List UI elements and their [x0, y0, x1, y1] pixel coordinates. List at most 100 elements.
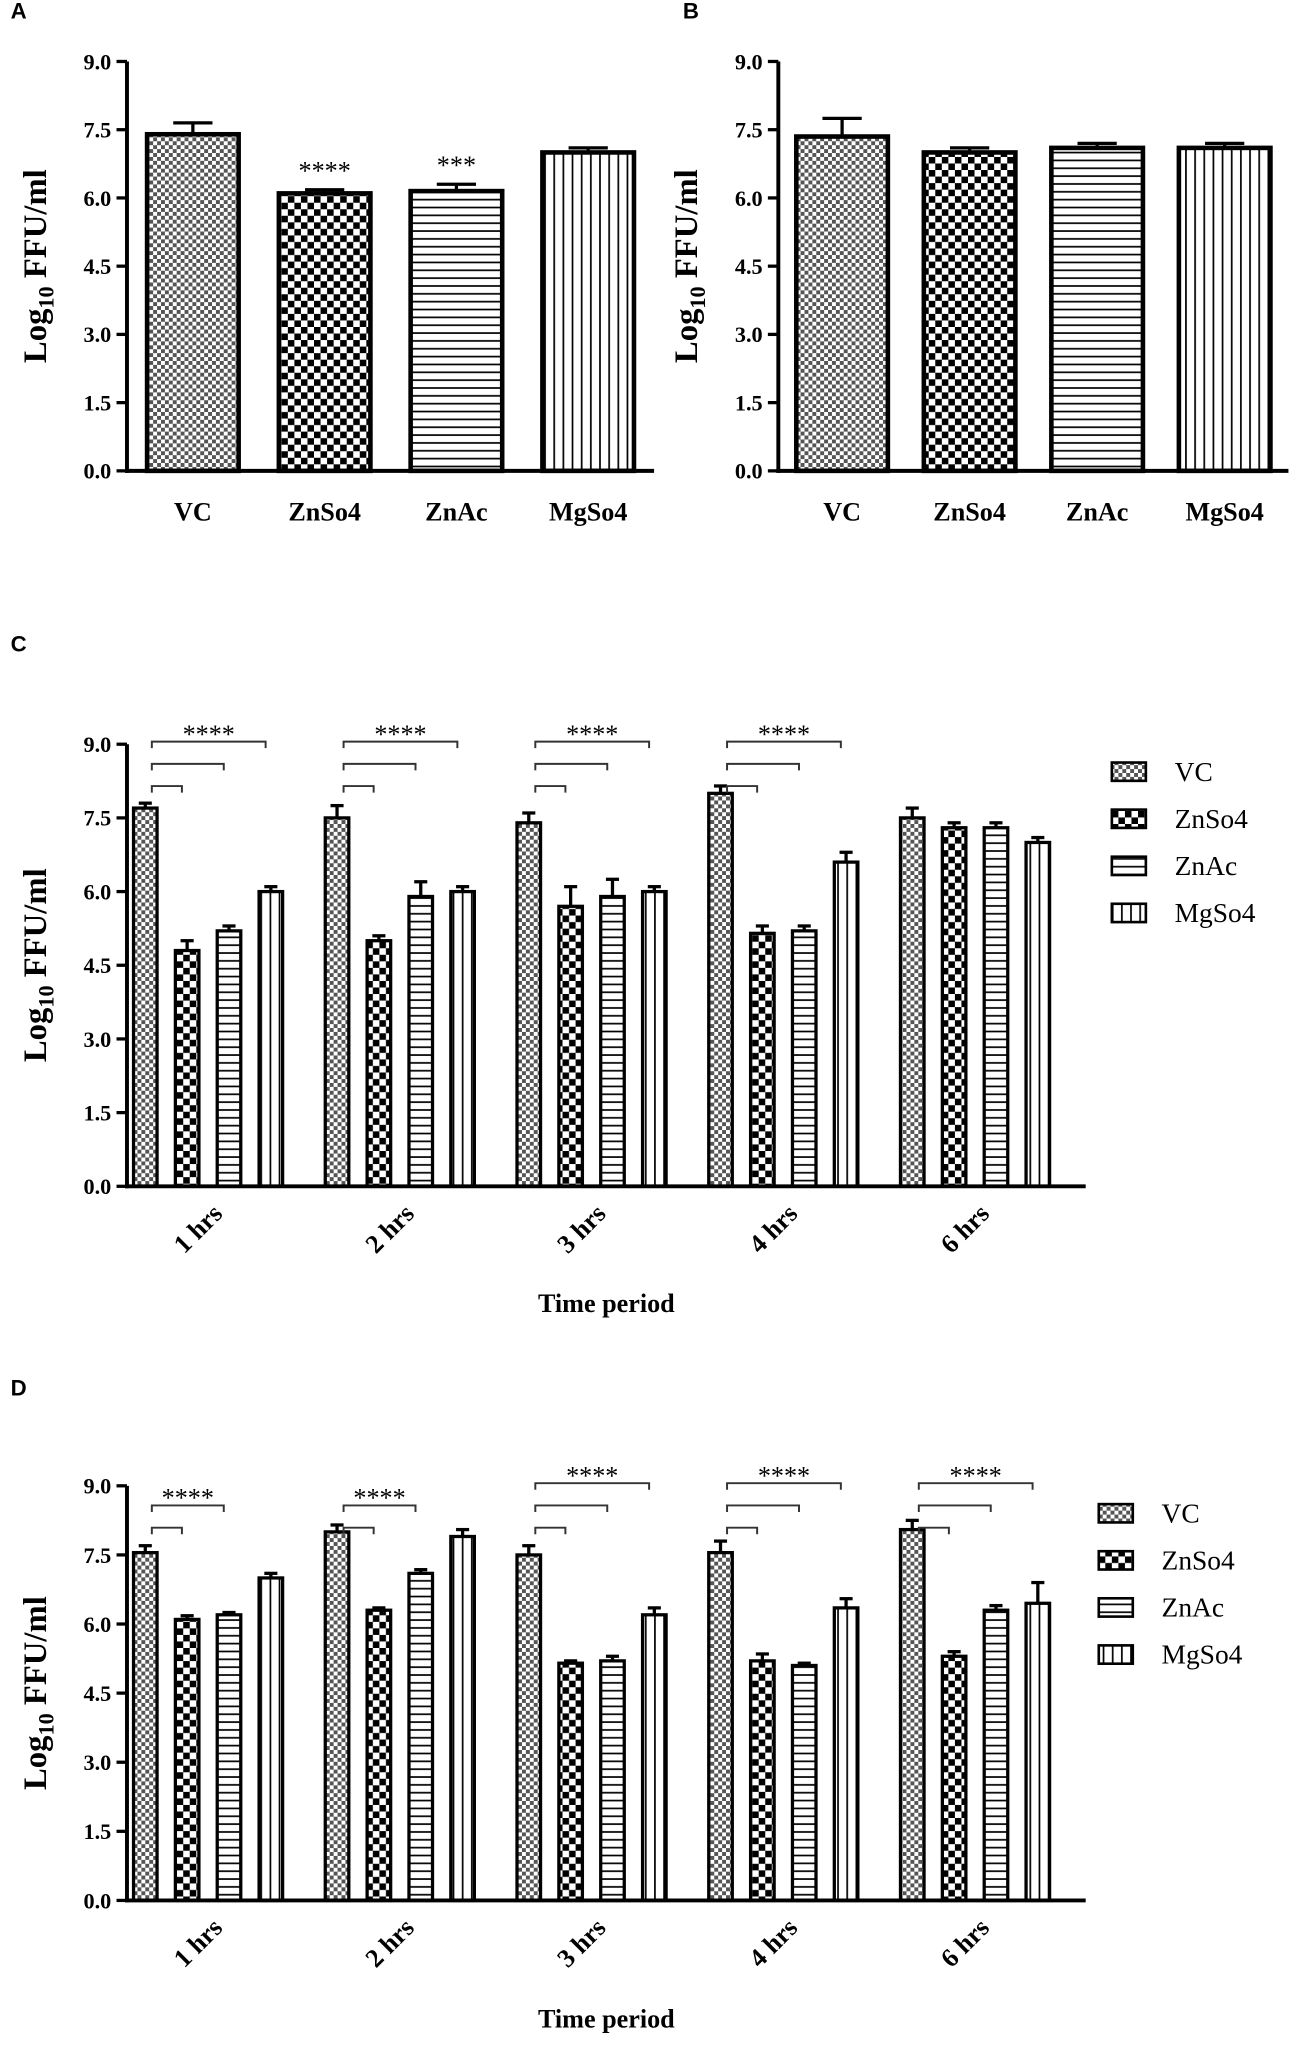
- bar: [173, 1617, 201, 1903]
- bar: [449, 1534, 477, 1903]
- y-axis-label-part: Log: [18, 1007, 54, 1062]
- y-tick-label: 7.5: [84, 118, 112, 143]
- y-axis-label-part: FFU/ml: [18, 169, 54, 286]
- y-tick-label: 7.5: [84, 1543, 112, 1568]
- significance-label: ****: [566, 1462, 618, 1491]
- bar: [599, 894, 626, 1188]
- significance-bracket: [150, 762, 225, 771]
- bar: [982, 1608, 1010, 1903]
- significance-bracket: [534, 762, 609, 771]
- significance-bracket: [342, 740, 459, 749]
- bar: [131, 806, 159, 1188]
- significance-label: ****: [183, 720, 235, 749]
- bar: [940, 1654, 968, 1903]
- bar: [323, 1530, 351, 1903]
- significance-label: ****: [566, 720, 618, 749]
- significance-bracket: [917, 1482, 1034, 1490]
- y-tick-label: 1.5: [84, 390, 112, 415]
- y-tick-label: 0.0: [84, 1888, 112, 1913]
- y-axis-label-part: 10: [34, 1713, 59, 1735]
- significance-label: ****: [758, 1462, 810, 1491]
- bar: [365, 939, 393, 1188]
- bar: [940, 826, 968, 1188]
- y-tick-label: 0.0: [84, 459, 112, 484]
- bar: [144, 131, 241, 474]
- legend-swatch: [1097, 1644, 1135, 1666]
- bar: [790, 929, 818, 1188]
- bar: [832, 860, 860, 1188]
- bar: [557, 904, 585, 1188]
- y-tick-label: 9.0: [735, 49, 763, 74]
- significance-label: ****: [353, 1484, 405, 1513]
- x-tick-label: 4 hrs: [743, 1199, 803, 1259]
- y-axis-label-part: FFU/ml: [669, 169, 705, 286]
- bar: [408, 188, 505, 474]
- bar: [898, 816, 926, 1188]
- y-axis-label-part: Log: [669, 308, 705, 363]
- y-axis-label-part: Log: [18, 308, 54, 363]
- legend-swatch: [1097, 1596, 1135, 1618]
- bar: [898, 1527, 926, 1903]
- x-tick-label: 3 hrs: [551, 1913, 611, 1973]
- bar: [515, 821, 543, 1188]
- significance-bracket: [726, 762, 800, 771]
- bar: [215, 1613, 243, 1903]
- y-tick-label: 7.5: [84, 806, 112, 831]
- legend-label: VC: [1162, 1498, 1200, 1528]
- bar: [215, 929, 243, 1188]
- significance-bracket: [726, 785, 759, 793]
- y-tick-label: 3.0: [84, 1750, 112, 1775]
- significance-bracket: [150, 1504, 225, 1512]
- significance-bracket: [534, 785, 567, 793]
- y-axis-label: Log10 FFU/ml: [18, 1596, 59, 1790]
- y-tick-label: 4.5: [84, 1681, 112, 1706]
- y-tick-label: 1.5: [84, 1100, 112, 1125]
- significance-bracket: [726, 740, 842, 749]
- panel-label: C: [11, 631, 27, 656]
- significance-bracket: [534, 1482, 651, 1490]
- y-tick-label: 0.0: [735, 459, 763, 484]
- significance-bracket: [534, 740, 651, 749]
- panel-label: A: [11, 0, 27, 23]
- x-axis-label: Time period: [538, 2004, 675, 2033]
- y-tick-label: 9.0: [84, 732, 112, 757]
- significance-label: ****: [162, 1484, 214, 1513]
- significance-bracket: [534, 1504, 609, 1512]
- bar: [257, 889, 285, 1188]
- significance-bracket: [534, 1526, 567, 1535]
- bar: [515, 1553, 543, 1903]
- panel-label: D: [11, 1376, 27, 1401]
- x-tick-label: ZnAc: [425, 498, 487, 527]
- x-tick-label: VC: [823, 498, 861, 527]
- bar: [407, 894, 435, 1188]
- significance-bracket: [342, 785, 375, 793]
- significance-bracket: [150, 740, 267, 749]
- y-tick-label: 9.0: [84, 49, 112, 74]
- significance-bracket: [150, 1526, 183, 1535]
- y-tick-label: 7.5: [735, 118, 763, 143]
- x-tick-label: VC: [174, 498, 212, 527]
- y-axis-label-part: FFU/ml: [18, 1596, 54, 1713]
- legend-label: MgSo4: [1175, 898, 1256, 928]
- y-axis-label: Log10 FFU/ml: [18, 169, 59, 363]
- y-axis-label: Log10 FFU/ml: [669, 169, 710, 363]
- x-tick-label: ZnSo4: [288, 498, 361, 527]
- significance-label: ***: [437, 151, 476, 180]
- legend-label: ZnAc: [1162, 1593, 1225, 1623]
- significance-label: ****: [950, 1462, 1002, 1491]
- panel-label: B: [683, 0, 699, 23]
- y-tick-label: 3.0: [84, 322, 112, 347]
- legend-swatch: [1110, 761, 1148, 783]
- legend-label: ZnSo4: [1162, 1546, 1235, 1576]
- significance-bracket: [917, 1504, 992, 1512]
- y-tick-label: 4.5: [84, 953, 112, 978]
- bar: [982, 826, 1010, 1188]
- legend-swatch: [1097, 1502, 1135, 1524]
- x-tick-label: 3 hrs: [551, 1199, 611, 1259]
- legend-label: VC: [1175, 757, 1213, 787]
- x-axis-label: Time period: [538, 1289, 675, 1318]
- legend-swatch: [1110, 808, 1148, 830]
- y-axis-label-part: 10: [685, 286, 710, 308]
- legend-label: ZnSo4: [1175, 804, 1248, 834]
- x-tick-label: 1 hrs: [168, 1199, 228, 1259]
